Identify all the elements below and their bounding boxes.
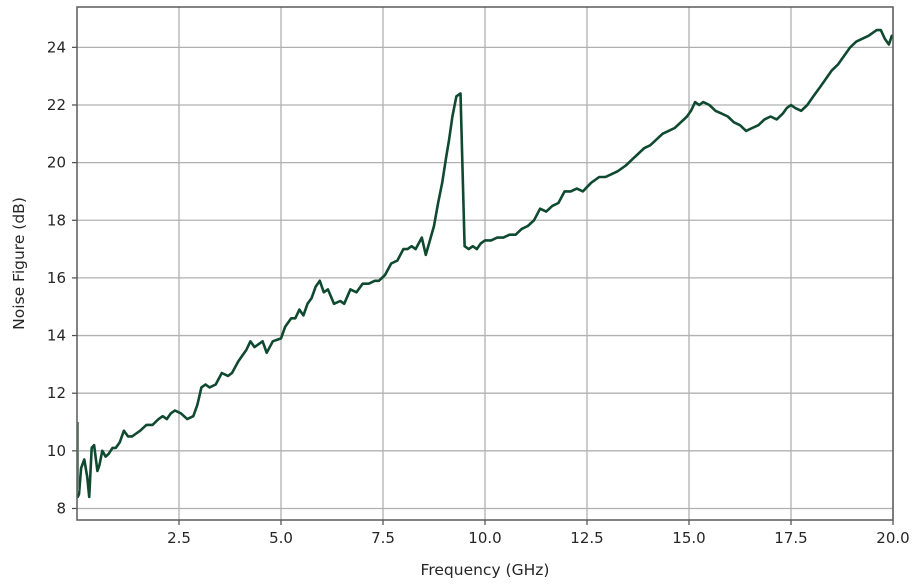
axis-ticks: [72, 46, 894, 525]
y-tick-label: 24: [47, 38, 66, 56]
noise-figure-line: [76, 28, 894, 499]
y-tick-label: 12: [47, 384, 66, 402]
x-tick-label: 5.0: [269, 529, 293, 547]
y-tick-label: 22: [47, 96, 66, 114]
series-layer: [76, 28, 894, 499]
y-tick-label: 8: [56, 499, 66, 517]
x-tick-label: 12.5: [570, 529, 603, 547]
y-axis-title: Noise Figure (dB): [10, 197, 28, 330]
y-tick-label: 18: [47, 211, 66, 229]
x-tick-label: 15.0: [672, 529, 705, 547]
x-tick-labels: 2.5 5.0 7.5 10.0 12.5 15.0 17.5 20.0: [167, 529, 910, 547]
y-tick-label: 16: [47, 269, 66, 287]
x-axis-title: Frequency (GHz): [421, 561, 550, 579]
y-tick-label: 14: [47, 327, 66, 345]
y-tick-label: 10: [47, 442, 66, 460]
x-tick-label: 20.0: [876, 529, 909, 547]
grid-lines: [77, 7, 894, 520]
y-tick-labels: 8 10 12 14 16 18 20 22 24: [47, 38, 66, 517]
x-tick-label: 17.5: [774, 529, 807, 547]
y-tick-label: 20: [47, 154, 66, 172]
x-tick-label: 10.0: [468, 529, 501, 547]
x-tick-label: 2.5: [167, 529, 191, 547]
x-tick-label: 7.5: [371, 529, 395, 547]
plot-frame: [76, 6, 894, 521]
